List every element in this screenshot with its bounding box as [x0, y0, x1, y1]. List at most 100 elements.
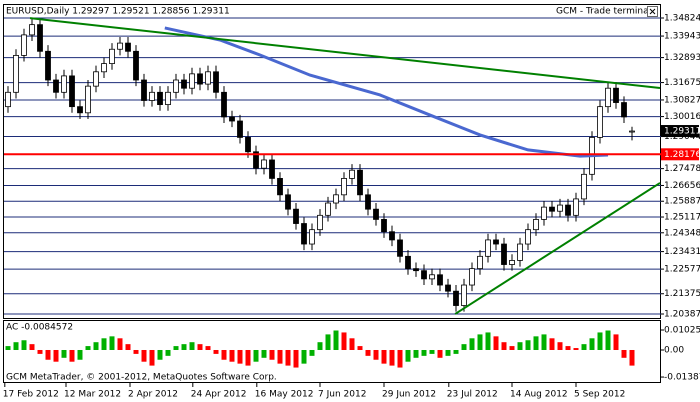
ac-bar [573, 348, 579, 350]
candle-body [261, 159, 267, 169]
ac-bar [597, 332, 603, 350]
candle-body [493, 239, 499, 245]
candle-body [205, 71, 211, 85]
candle-body [597, 106, 603, 138]
ac-bar [325, 334, 331, 350]
candle-body [413, 268, 419, 272]
candle-body [285, 194, 291, 210]
candle-body [37, 24, 43, 52]
candle-body [349, 169, 355, 179]
ac-bar [557, 342, 563, 350]
candle-body [373, 208, 379, 220]
candle-body [397, 239, 403, 257]
terminal-name: GCM - Trade terminal [556, 7, 651, 17]
ac-bar [381, 349, 387, 364]
ac-bar [141, 349, 147, 362]
ac-bar [349, 338, 355, 350]
ac-bar [237, 349, 243, 364]
y-tick-label: 1.21375 [664, 289, 700, 299]
y-tick-label: 1.32893 [664, 53, 700, 63]
candle-body [197, 73, 203, 85]
ac-bar [357, 346, 363, 350]
y-tick-label: -0.01387 [664, 373, 700, 383]
x-tick-label: 14 Aug 2012 [510, 390, 568, 400]
x-tick-label: 29 Jun 2012 [382, 390, 436, 400]
ac-bar [461, 344, 467, 350]
y-tick-label: 1.34824 [664, 14, 700, 24]
candle-body [13, 55, 19, 93]
candle-body [101, 63, 107, 73]
candle-body [301, 223, 307, 245]
ac-bar [397, 349, 403, 368]
candle-body [381, 219, 387, 233]
ac-bar [613, 334, 619, 350]
ac-bar [589, 338, 595, 350]
candle-body [437, 274, 443, 286]
candle-body [581, 173, 587, 200]
ac-bar [221, 349, 227, 360]
candle-body [509, 260, 515, 265]
ac-bar [165, 349, 171, 356]
ac-bar [501, 342, 507, 350]
candle-body [165, 91, 171, 106]
candle-body [181, 79, 187, 89]
candle-body [157, 91, 163, 106]
x-tick-label: 5 Sep 2012 [574, 390, 625, 400]
candle-body [133, 50, 139, 81]
candle-body [245, 137, 251, 153]
ac-bar [485, 332, 491, 350]
candle-body [533, 219, 539, 231]
close-icon [649, 8, 656, 15]
candle-body [477, 255, 483, 270]
candle-body [389, 231, 395, 241]
ac-bar [469, 338, 475, 350]
y-tick-label: 1.24348 [664, 228, 700, 238]
ac-bar [101, 338, 107, 350]
candle-body [461, 284, 467, 306]
candle-body [221, 91, 227, 118]
candle-body [69, 75, 75, 108]
candle-body [333, 194, 339, 204]
trendline [29, 17, 661, 89]
candle-body [45, 50, 51, 81]
candle-body [173, 79, 179, 93]
y-tick-label: 1.20387 [664, 310, 700, 320]
ac-bar [13, 342, 19, 350]
ac-bar [389, 349, 395, 366]
y-tick-label: 1.33943 [664, 32, 700, 42]
ac-bar [197, 344, 203, 350]
ac-bar [229, 349, 235, 362]
symbol-info: EURUSD,Daily 1.29297 1.29521 1.28856 1.2… [6, 7, 230, 17]
ac-bar [605, 330, 611, 350]
ac-bar [581, 344, 587, 350]
candle-body [453, 290, 459, 306]
candle-body [365, 194, 371, 210]
ac-bar [405, 349, 411, 362]
ac-bar [77, 349, 83, 360]
candle-body [565, 204, 571, 216]
ac-bar [133, 349, 139, 354]
ac-bar [285, 349, 291, 366]
ac-bar [37, 349, 43, 354]
ac-bar [269, 349, 275, 360]
ac-bar [629, 349, 635, 366]
indicator-panel [3, 320, 661, 383]
candle-body [629, 130, 635, 133]
candle-body [485, 239, 491, 257]
ac-bar [125, 344, 131, 350]
y-tick-label: 1.30827 [664, 95, 700, 105]
y-tick-label: 1.27478 [664, 164, 700, 174]
y-tick-label: 1.30016 [664, 112, 700, 122]
level-label-box [661, 148, 699, 161]
ac-bar [173, 346, 179, 350]
ac-bar [181, 344, 187, 350]
candle-body [85, 85, 91, 114]
last-price-box [661, 125, 699, 138]
copyright: GCM MetaTrader, © 2001-2012, MetaQuotes … [6, 373, 277, 383]
ac-bar [29, 344, 35, 350]
ac-bar [53, 349, 59, 362]
candle-body [357, 169, 363, 196]
last-price-label: 1.29311 [664, 127, 700, 137]
ac-bar [621, 349, 627, 358]
candle-body [213, 71, 219, 93]
